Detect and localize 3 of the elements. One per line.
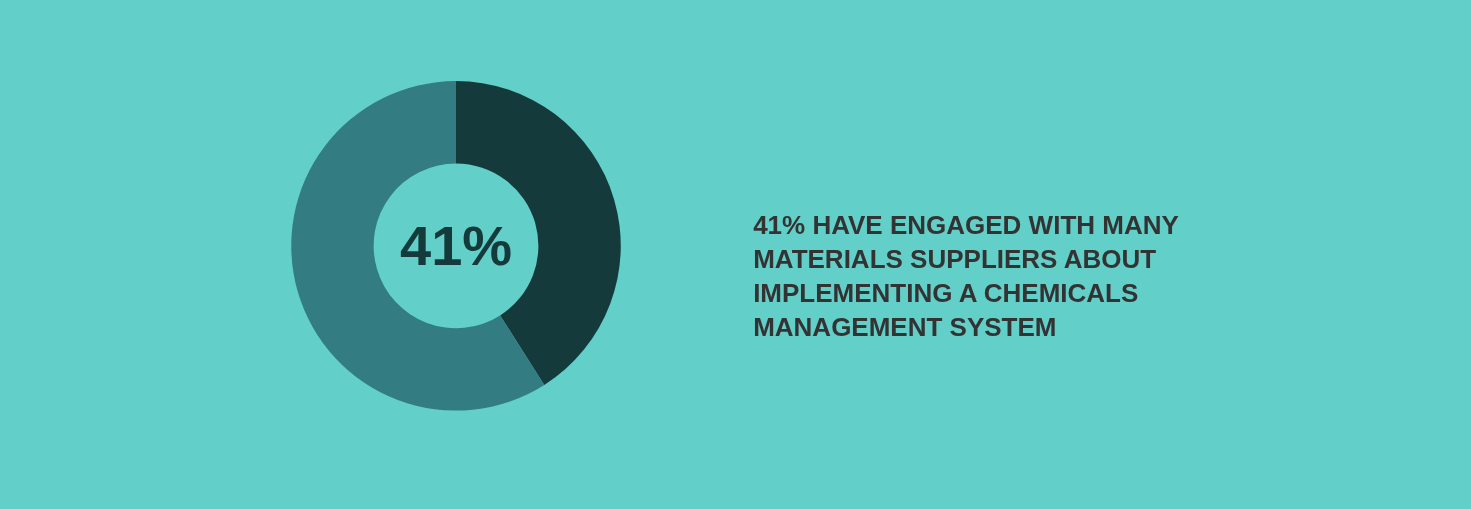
donut-slice	[291, 81, 545, 411]
text: 41%	[400, 214, 513, 277]
text: 41% HAVE ENGAGED WITH MANY MATERIALS SUPPLIERS ABOUT IMPLEMENTING A CHEMICALS MANAGEMENT SYSTEM	[753, 210, 1179, 342]
